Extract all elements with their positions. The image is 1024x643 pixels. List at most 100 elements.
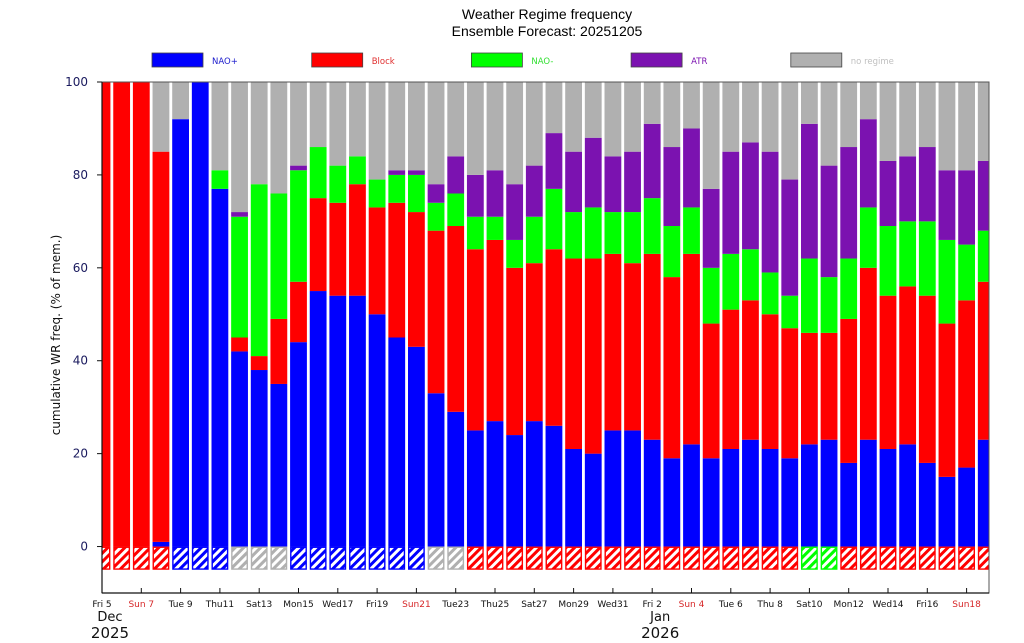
bar-segment-nao- [742,439,759,547]
bar-2025-12-24 [466,82,484,547]
bar-segment-block [859,267,877,440]
dominant-regime-marker [191,546,209,570]
dominant-regime-row [102,546,989,570]
bar-segment-nao- [663,226,681,278]
dominant-regime-marker [290,546,307,570]
bar-segment-nao- [447,411,465,547]
dominant-regime-marker [820,546,838,570]
bar-segment-no-regime [388,82,406,171]
bar-segment-no-regime [290,82,307,166]
bar-segment-nao- [447,193,465,227]
dominant-regime-marker [722,546,740,570]
bar-segment-no-regime [506,82,524,185]
bar-segment-no-regime [427,82,445,185]
axes: 0 20 40 60 80 100 Fri 5 Sun 7 Tue 9 Thu11 Sat13 Mon… [65,75,990,642]
bar-segment-nao- [290,342,307,547]
bar-segment-atr [938,170,956,240]
bar-2025-12-14 [270,82,288,547]
bar-segment-nao- [801,258,818,333]
bar-segment-nao- [604,212,622,254]
dominant-regime-marker [565,546,583,570]
bar-segment-nao- [250,370,268,547]
bar-segment-no-regime [859,82,877,120]
x-tick-label: Thu 8 [756,600,783,610]
legend-swatch-atr [630,52,683,68]
x-tick-label: Sun 4 [679,600,705,610]
bar-2026-01-01 [624,82,641,547]
bar-segment-nao- [899,221,917,287]
bar-segment-block [349,184,366,296]
bar-2025-12-06 [113,82,131,547]
legend-swatch-no-regime [790,52,843,68]
bar-2025-12-12 [231,82,248,547]
bar-2026-01-11 [820,82,838,547]
dominant-regime-marker [329,546,347,570]
legend-swatch-nao- [151,52,204,68]
dominant-regime-marker [859,546,877,570]
bar-segment-block [801,332,818,445]
bar-segment-nao- [879,448,897,547]
bar-2025-12-21 [408,82,425,547]
dominant-regime-marker [801,546,818,570]
bar-segment-atr [879,160,897,227]
x-tick-label: Thu11 [205,600,234,610]
dominant-regime-marker [525,546,543,570]
bar-segment-block [231,337,248,352]
bar-segment-atr [761,151,779,273]
dominant-regime-marker [584,546,602,570]
x-tick-label: Fri 5 [92,600,111,610]
bar-segment-atr [545,133,563,189]
bar-segment-nao- [761,272,779,315]
bar-segment-atr [958,170,975,245]
bar-2025-12-19 [368,82,386,547]
bar-segment-no-regime [545,82,563,134]
x-tick-label: Wed31 [597,600,628,610]
bar-segment-block [742,300,759,440]
bar-segment-nao- [624,430,641,547]
legend-label: Block [372,57,395,67]
dominant-regime-marker [742,546,759,570]
bar-segment-block [506,267,524,436]
dominant-regime-marker [899,546,917,570]
bar-segment-atr [722,151,740,254]
dominant-regime-marker [781,546,799,570]
bar-segment-block [329,202,347,296]
bar-2025-12-18 [349,82,366,547]
dominant-regime-marker [152,546,170,570]
bar-segment-nao- [781,295,799,329]
bar-2026-01-05 [702,82,720,547]
bar-segment-no-regime [349,82,366,157]
bar-segment-block [368,207,386,315]
bar-segment-nao- [191,82,209,547]
bar-segment-atr [447,156,465,194]
bar-segment-block [545,249,563,426]
dominant-regime-marker [663,546,681,570]
bar-segment-atr [290,165,307,171]
bar-segment-no-regime [663,82,681,148]
bar-2026-01-09 [781,82,799,547]
bar-2025-12-23 [447,82,465,547]
dominant-regime-marker [918,546,936,570]
bar-segment-nao- [152,541,170,547]
bar-segment-nao- [270,193,288,319]
bar-2025-12-17 [329,82,347,547]
bar-segment-nao- [349,295,366,547]
bar-segment-nao- [565,212,582,259]
bar-segment-no-regime [565,82,582,152]
bar-2026-01-13 [859,82,877,547]
bar-segment-nao- [525,421,543,547]
bar-segment-atr [801,123,818,259]
x-tick-label: Mon12 [833,600,863,610]
bar-segment-block [663,277,681,459]
bar-segment-nao- [820,439,838,547]
bar-segment-atr [565,151,582,213]
bar-segment-nao- [840,258,858,319]
bar-segment-no-regime [722,82,740,152]
bar-segment-block [113,82,131,547]
bar-segment-block [309,198,327,292]
bar-segment-no-regime [368,82,386,180]
dominant-regime-marker [309,546,327,570]
bar-segment-no-regime [899,82,917,157]
dominant-regime-marker [211,546,229,570]
x-tick-label: Sat10 [796,600,822,610]
